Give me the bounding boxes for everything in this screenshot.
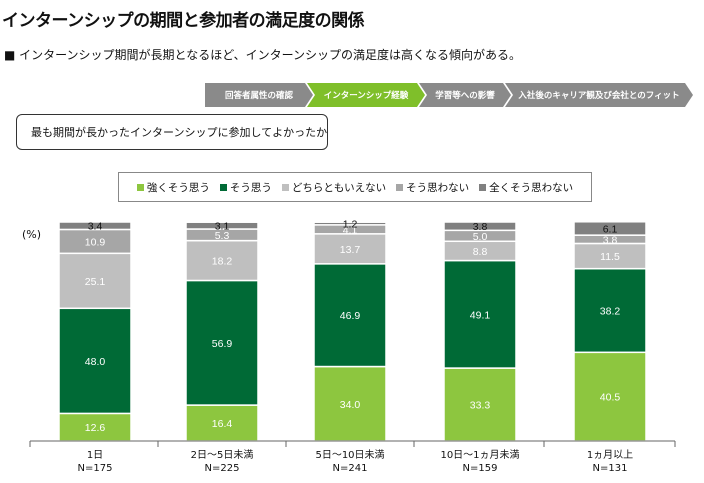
data-label: 48.0 (85, 356, 106, 368)
bar-segment (313, 263, 387, 368)
bar-segment (185, 279, 259, 406)
data-label: 40.5 (600, 392, 621, 404)
n-label: N=159 (463, 463, 498, 474)
legend-swatch (281, 183, 289, 191)
data-label: 4.1 (343, 224, 358, 236)
data-label: 13.7 (340, 244, 361, 256)
legend-label: そう思わない (406, 181, 470, 194)
question-box: 最も期間が長かったインターンシップに参加してよかったか (16, 114, 328, 150)
bar-segment (443, 221, 517, 232)
bar-segment (443, 259, 517, 369)
data-label: 12.6 (85, 422, 106, 434)
category-label: 2日～5日未満 (191, 449, 254, 461)
bar-segment (573, 267, 647, 354)
bar-segment (573, 242, 647, 270)
category-label: 10日～1ヵ月未満 (440, 449, 519, 461)
legend-item: 全くそう思わない (479, 180, 573, 195)
step-1: インターンシップ経験 (307, 83, 425, 107)
data-label: 11.5 (600, 251, 620, 263)
n-label: N=241 (333, 463, 368, 474)
data-label: 33.3 (470, 400, 491, 412)
legend-label: 全くそう思わない (489, 181, 574, 194)
data-label: 34.0 (340, 399, 361, 411)
subtitle: ■ インターンシップ期間が長期となるほど、インターンシップの満足度は高くなる傾向… (4, 48, 521, 62)
data-label: 25.1 (85, 276, 106, 288)
data-label: 18.2 (212, 256, 233, 268)
unit-label: (%) (22, 228, 42, 241)
data-label: 1.2 (343, 219, 358, 231)
data-label: 3.8 (473, 221, 488, 233)
data-label: 10.9 (85, 236, 106, 248)
bar-segment (58, 221, 132, 231)
data-label: 38.2 (600, 305, 621, 317)
bar-segment (185, 239, 259, 282)
data-label: 3.8 (603, 234, 618, 246)
n-label: N=175 (78, 463, 113, 474)
bar-segment (313, 221, 387, 226)
data-label: 49.1 (470, 309, 491, 321)
data-label: 3.4 (88, 221, 103, 233)
category-label: 5日～10日未満 (315, 449, 384, 461)
legend-swatch (136, 183, 144, 191)
data-label: 8.8 (473, 246, 488, 258)
n-label: N=131 (593, 463, 628, 474)
legend-item: 強くそう思う (136, 180, 210, 195)
page-title: インターンシップの期間と参加者の満足度の関係 (2, 11, 365, 31)
data-label: 6.1 (603, 223, 618, 235)
bar-segment (185, 404, 259, 442)
step-2: 学習等への影響 (419, 83, 511, 107)
legend-swatch (479, 183, 487, 191)
legend-label: 強くそう思う (146, 181, 210, 194)
data-label: 16.4 (212, 418, 233, 430)
bar-segment (185, 221, 259, 230)
data-label: 5.0 (473, 231, 488, 243)
bar-segment (443, 367, 517, 442)
legend-swatch (219, 183, 227, 191)
legend-label: どちらともいえない (291, 181, 387, 194)
legend-label: そう思う (229, 181, 272, 194)
n-label: N=225 (205, 463, 240, 474)
category-label: 1ヵ月以上 (587, 449, 633, 461)
legend-item: そう思わない (396, 180, 469, 195)
bar-segment (313, 233, 387, 265)
step-0: 回答者属性の確認 (205, 83, 313, 107)
data-label: 46.9 (340, 310, 361, 322)
legend-swatch (396, 183, 404, 191)
legend-item: そう思う (219, 180, 272, 195)
category-label: 1日 (87, 450, 103, 461)
legend-item: どちらともいえない (281, 180, 387, 195)
chart-legend: 強くそう思う そう思う どちらともいえない そう思わない 全くそう思わない (118, 172, 592, 202)
step-3: 入社後のキャリア観及び会社とのフィット (505, 83, 693, 107)
bar-segment (573, 351, 647, 442)
data-label: 56.9 (212, 338, 233, 350)
data-label: 3.1 (215, 221, 230, 233)
step-navigation: 回答者属性の確認 インターンシップ経験 学習等への影響 入社後のキャリア観及び会社との… (205, 83, 687, 107)
bar-segment (573, 221, 647, 236)
data-label: 5.3 (215, 230, 230, 242)
